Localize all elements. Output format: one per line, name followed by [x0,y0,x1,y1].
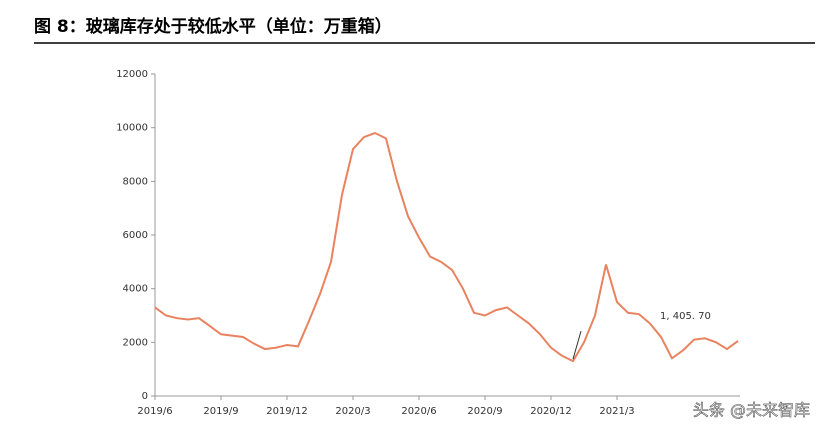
annotation: 1, 405. 70 [660,311,711,322]
x-tick-label: 2020/12 [530,406,572,417]
x-tick-label: 2020/9 [467,406,502,417]
x-tick-label: 2019/9 [203,406,238,417]
x-tick-label: 2020/3 [335,406,370,417]
chart-title: 图 8：玻璃库存处于较低水平（单位：万重箱） [34,16,392,37]
watermark: 头条 @未来智库 [693,401,810,420]
y-tick-label: 12000 [116,69,148,80]
y-tick-label: 2000 [123,337,148,348]
x-tick-label: 2020/6 [401,406,436,417]
annotation-pointer [572,330,582,360]
x-tick-label: 2021/3 [599,406,634,417]
x-tick-label: 2019/12 [266,406,308,417]
y-tick-label: 8000 [123,176,148,187]
y-tick-label: 6000 [123,230,148,241]
x-tick-label: 2019/6 [137,406,172,417]
series-line [154,131,739,363]
y-tick-label: 0 [142,391,148,402]
y-tick-label: 10000 [116,123,148,134]
y-tick-label: 4000 [123,284,148,295]
